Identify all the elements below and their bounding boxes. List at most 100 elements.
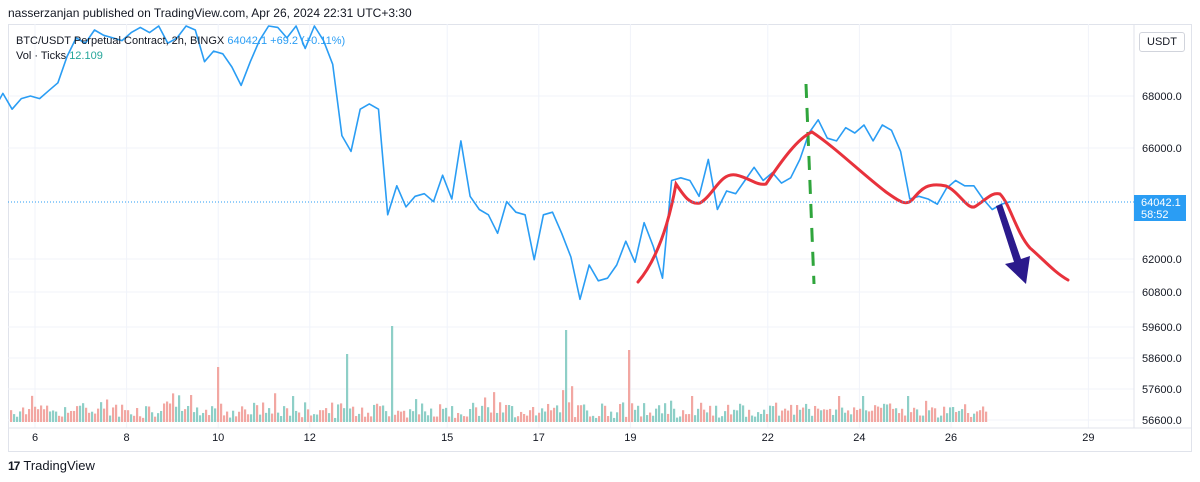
volume-bar xyxy=(532,407,535,422)
volume-bar xyxy=(757,412,760,422)
volume-bar xyxy=(283,406,286,422)
volume-bar xyxy=(664,403,667,422)
volume-bar xyxy=(715,405,718,422)
volume-bar xyxy=(502,412,505,422)
volume-bar xyxy=(277,412,280,422)
volume-bar xyxy=(352,406,355,422)
volume-bar xyxy=(937,417,940,422)
volume-bar xyxy=(235,416,238,422)
price-line xyxy=(0,25,1011,301)
red-trend-curve xyxy=(636,130,1070,284)
volume-bar xyxy=(730,414,733,422)
volume-bar xyxy=(31,395,34,422)
volume-bar xyxy=(766,414,769,422)
volume-bar xyxy=(877,406,880,422)
volume-bar xyxy=(382,405,385,422)
volume-bar xyxy=(733,409,736,422)
time-tick-label: 15 xyxy=(441,432,453,444)
volume-bar xyxy=(397,410,400,422)
volume-bar xyxy=(541,408,544,422)
volume-bar xyxy=(469,408,472,422)
tradingview-brand: TradingView xyxy=(23,458,95,473)
currency-button[interactable]: USDT xyxy=(1139,32,1185,52)
volume-bar xyxy=(172,393,175,422)
volume-bar xyxy=(562,390,565,422)
volume-bar xyxy=(970,416,973,422)
volume-bar xyxy=(442,408,445,422)
volume-bar xyxy=(583,404,586,422)
volume-bar xyxy=(169,403,172,422)
price-tick-label: 57600.0 xyxy=(1142,384,1182,396)
volume-bar xyxy=(718,417,721,422)
volume-bar xyxy=(916,409,919,422)
volume-bar xyxy=(373,404,376,422)
volume-bars xyxy=(10,326,988,422)
volume-bar xyxy=(934,408,937,422)
volume-bar xyxy=(91,411,94,422)
volume-bar xyxy=(85,407,88,422)
volume-bar xyxy=(43,409,46,422)
volume-bar xyxy=(793,414,796,422)
volume-bar xyxy=(604,405,607,422)
time-tick-label: 10 xyxy=(212,432,224,444)
volume-bar xyxy=(511,406,514,422)
volume-bar xyxy=(595,417,598,422)
volume-bar xyxy=(385,411,388,422)
volume-bar xyxy=(796,405,799,422)
volume-bar xyxy=(760,413,763,422)
price-tick-label: 68000.0 xyxy=(1142,91,1182,103)
volume-bar xyxy=(460,414,463,422)
volume-bar xyxy=(649,412,652,422)
volume-bar xyxy=(694,415,697,422)
volume-bar xyxy=(247,414,250,422)
volume-bar xyxy=(790,404,793,422)
chart-frame xyxy=(8,24,1192,452)
volume-bar xyxy=(736,410,739,422)
volume-bar xyxy=(64,407,67,422)
volume-bar xyxy=(589,416,592,422)
volume-bar xyxy=(868,411,871,422)
volume-bar xyxy=(703,409,706,422)
price-tick-label: 58600.0 xyxy=(1142,353,1182,365)
volume-bar xyxy=(28,409,31,422)
volume-bar xyxy=(487,407,490,422)
volume-bar xyxy=(409,409,412,422)
volume-bar xyxy=(658,405,661,422)
legend-symbol[interactable]: BTC/USDT Perpetual Contract, 2h, BINGX xyxy=(16,35,225,47)
volume-bar xyxy=(745,416,748,422)
volume-bar xyxy=(451,406,454,422)
volume-bar xyxy=(220,403,223,422)
volume-bar xyxy=(301,417,304,422)
volume-bar xyxy=(160,410,163,422)
legend-volume-label[interactable]: Vol · Ticks xyxy=(16,50,67,62)
volume-bar xyxy=(574,417,577,422)
volume-bar xyxy=(211,406,214,422)
volume-bar xyxy=(40,405,43,422)
volume-bar xyxy=(874,405,877,422)
volume-bar xyxy=(610,411,613,422)
volume-bar xyxy=(58,415,61,422)
volume-bar xyxy=(982,406,985,422)
volume-bar xyxy=(769,405,772,422)
volume-bar xyxy=(328,413,331,422)
volume-bar xyxy=(958,410,961,422)
volume-bar xyxy=(421,403,424,422)
volume-bar xyxy=(667,413,670,422)
time-axis: 6 8 10 12 15 17 19 22 24 26 29 xyxy=(8,427,1192,444)
volume-bar xyxy=(100,402,103,422)
volume-bar xyxy=(529,410,532,422)
volume-bar xyxy=(805,403,808,422)
volume-bar xyxy=(166,401,169,422)
volume-bar xyxy=(340,403,343,422)
time-tick-label: 19 xyxy=(624,432,636,444)
volume-bar xyxy=(820,410,823,422)
volume-bar xyxy=(622,402,625,422)
volume-bar xyxy=(256,405,259,422)
volume-bar xyxy=(652,415,655,422)
volume-bar xyxy=(559,412,562,422)
tradingview-logo: 17 TradingView xyxy=(8,458,95,473)
volume-bar xyxy=(709,405,712,422)
volume-bar xyxy=(580,405,583,422)
volume-bar xyxy=(742,405,745,422)
